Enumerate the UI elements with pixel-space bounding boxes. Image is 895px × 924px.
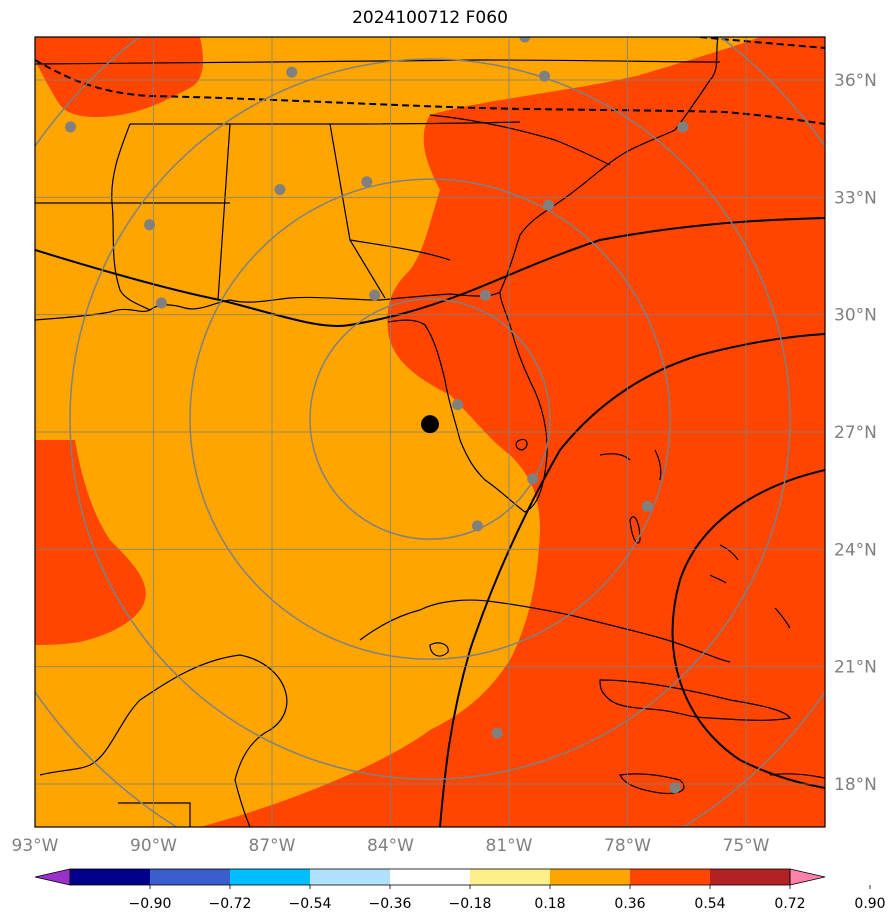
range-rings (35, 37, 825, 827)
station-dot (286, 66, 298, 78)
colorbar-swatch (470, 869, 551, 885)
lat-tick-label: 24°N (834, 540, 877, 560)
station-dot (155, 297, 167, 309)
colorbar-swatch (550, 869, 631, 885)
lat-tick-label: 18°N (834, 775, 877, 795)
lon-tick-label: 75°W (723, 836, 770, 856)
storm-center-marker (421, 415, 439, 434)
contour-dashed-north (35, 59, 825, 125)
colorbar-tick-label: 0.90 (854, 896, 885, 912)
range-ring (189, 178, 671, 660)
colorbar-extend-low (34, 868, 71, 886)
range-ring (69, 58, 791, 780)
station-dot (274, 184, 286, 196)
lat-tick-label: 27°N (834, 423, 877, 443)
station-dot (669, 782, 681, 794)
station-dot (543, 199, 554, 211)
station-dot (471, 520, 483, 532)
station-dot (491, 727, 503, 739)
colorbar-tick-label: 0.36 (614, 896, 645, 912)
colorbar-tick-label: −0.72 (209, 896, 252, 912)
lon-tick-label: 78°W (604, 836, 651, 856)
colorbar-swatch (230, 869, 311, 885)
colorbar-extend-high (789, 868, 826, 886)
colorbar-swatch (70, 869, 151, 885)
station-dot (641, 500, 653, 512)
lat-tick-label: 36°N (834, 71, 877, 91)
colorbar-swatch (390, 869, 471, 885)
latitude-tick-labels: 36°N 33°N 30°N 27°N 24°N 21°N 18°N (834, 71, 877, 795)
station-dot (369, 289, 381, 301)
colorbar-tick-label: −0.36 (369, 896, 412, 912)
band-red-west (35, 440, 146, 645)
lon-tick-label: 84°W (367, 836, 414, 856)
lon-tick-label: 81°W (486, 836, 533, 856)
station-dot (144, 219, 156, 231)
station-dot (519, 37, 531, 43)
colorbar-tick-label: 0.18 (534, 896, 565, 912)
colorbar-swatch (150, 869, 231, 885)
colorbar-tick-label: 0.54 (694, 896, 725, 912)
lat-tick-label: 33°N (834, 188, 877, 208)
colorbar-tick-label: −0.90 (129, 896, 172, 912)
map-frame (34, 36, 826, 828)
station-dot (527, 473, 539, 485)
lon-tick-label: 93°W (12, 836, 59, 856)
contour-dashed-northeast (699, 37, 825, 49)
lat-tick-label: 30°N (834, 306, 877, 326)
longitude-tick-labels: 93°W 90°W 87°W 84°W 81°W 78°W 75°W (12, 836, 770, 856)
contour-solid-east (439, 333, 825, 827)
station-markers (65, 37, 689, 794)
colorbar: −0.90 −0.72 −0.54 −0.36 −0.18 0.18 0.36 0.54 0.7… (34, 868, 886, 912)
station-dot (65, 121, 77, 133)
colorbar-tick-label: −0.18 (449, 896, 492, 912)
colorbar-tick-label: 0.72 (774, 896, 805, 912)
contour-solid-west (35, 217, 825, 327)
station-dot (452, 399, 464, 411)
map-title: 2024100712 F060 (352, 8, 508, 28)
station-dot (479, 289, 491, 301)
station-dot (677, 121, 689, 133)
colorbar-swatch (630, 869, 711, 885)
station-dot (539, 70, 551, 82)
colorbar-swatch (710, 869, 791, 885)
colorbar-swatch (310, 869, 391, 885)
lon-tick-label: 87°W (249, 836, 296, 856)
station-dot (361, 176, 373, 188)
range-ring (309, 298, 551, 540)
colorbar-outline (69, 868, 791, 886)
lat-tick-label: 21°N (834, 658, 877, 678)
colorbar-tick-label: −0.54 (289, 896, 332, 912)
lon-tick-label: 90°W (130, 836, 177, 856)
contour-closed-loop (671, 469, 825, 789)
